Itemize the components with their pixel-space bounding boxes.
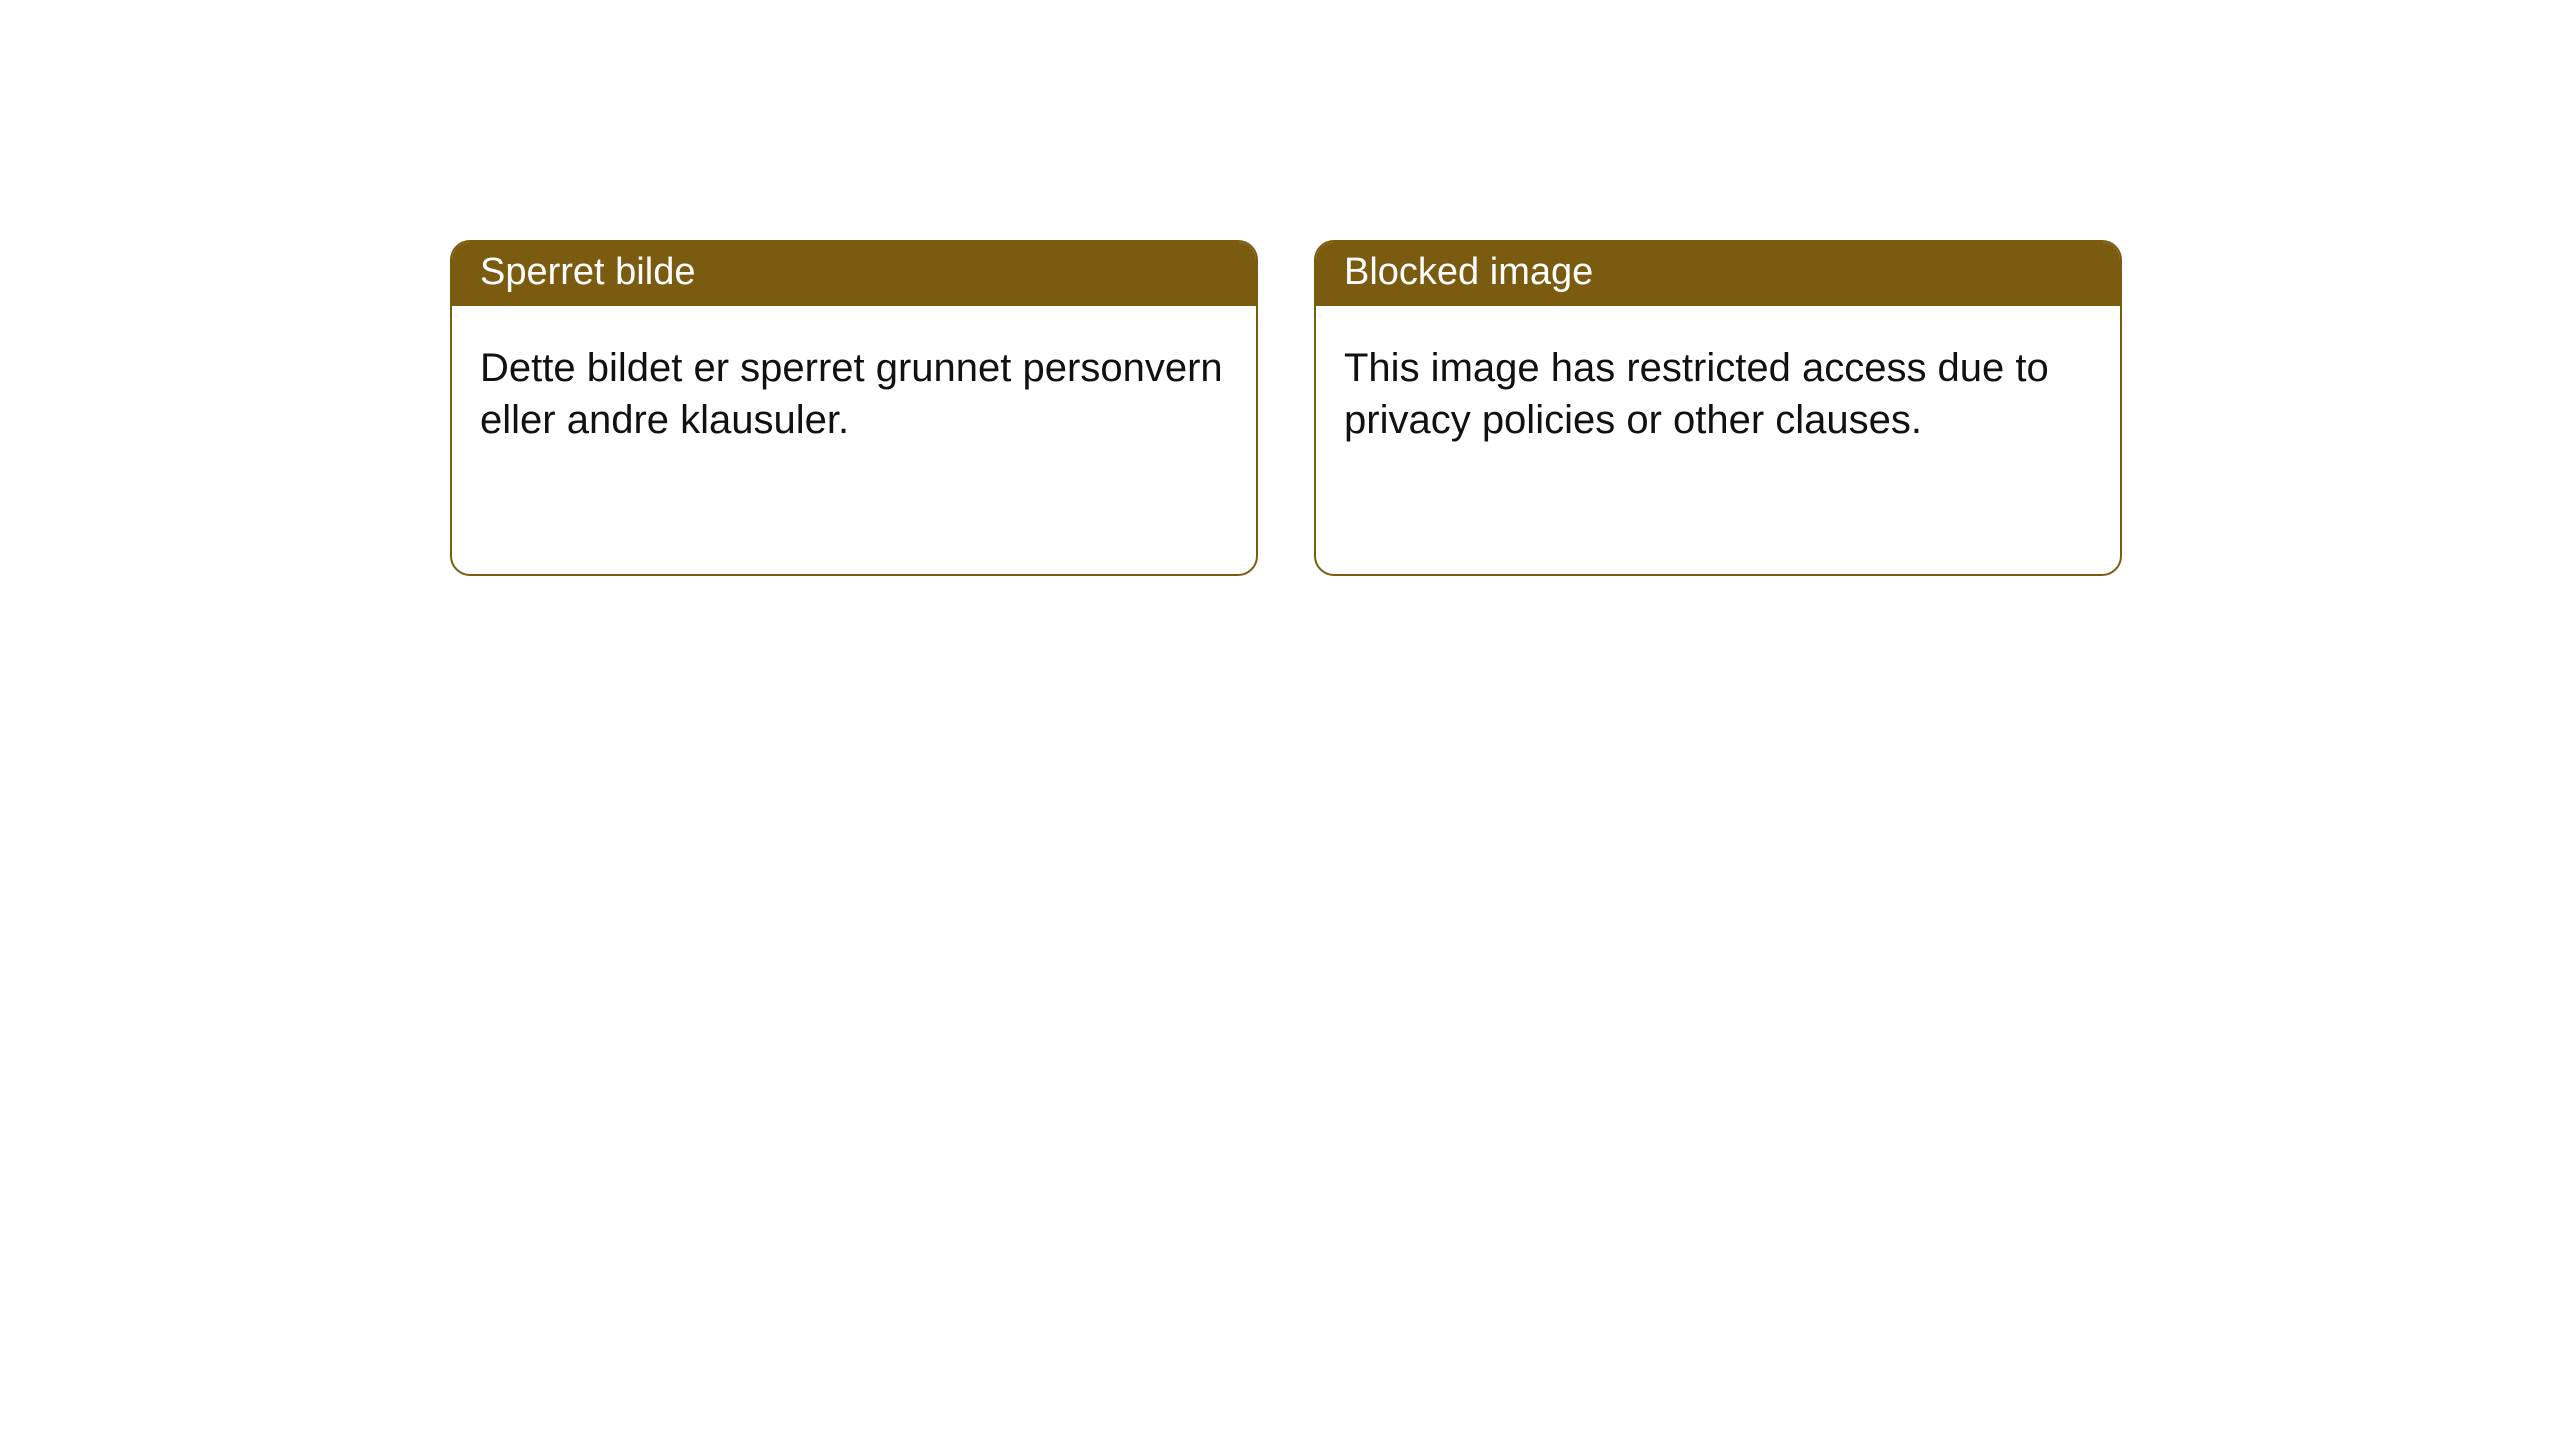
notice-body: Dette bildet er sperret grunnet personve… <box>452 306 1256 474</box>
notice-title: Sperret bilde <box>452 242 1256 306</box>
notice-container: Sperret bilde Dette bildet er sperret gr… <box>0 0 2560 576</box>
notice-title: Blocked image <box>1316 242 2120 306</box>
notice-card-norwegian: Sperret bilde Dette bildet er sperret gr… <box>450 240 1258 576</box>
notice-card-english: Blocked image This image has restricted … <box>1314 240 2122 576</box>
notice-body: This image has restricted access due to … <box>1316 306 2120 474</box>
